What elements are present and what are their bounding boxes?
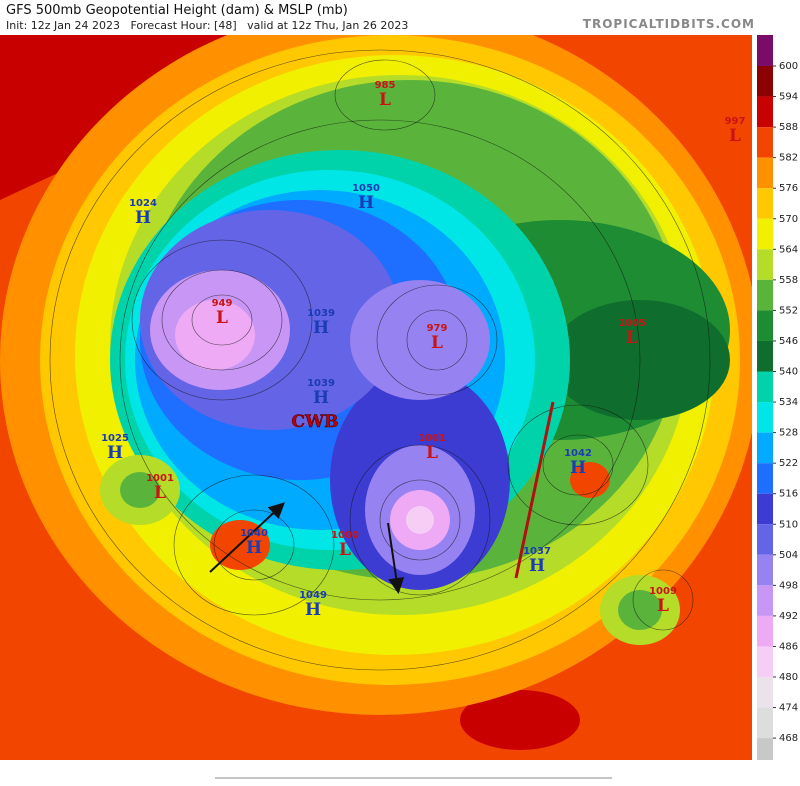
center-pressure: 1037 [523,546,551,557]
colorbar-band [757,615,773,647]
title: GFS 500mb Geopotential Height (dam) & MS… [6,3,348,18]
center-pressure: 1000 [331,530,359,541]
colorbar-band [757,35,773,66]
center-pressure: 1001 [418,433,446,444]
colorbar-band [757,432,773,464]
center-type: H [135,208,151,228]
colorbar-band [757,402,773,433]
center-type: L [154,483,166,503]
colorbar-band [757,96,773,128]
center-pressure: 1040 [240,528,268,539]
colorbar-band [757,585,773,616]
colorbar-band [757,524,773,555]
annotation: CWB [292,412,339,432]
center-type: H [107,443,123,463]
colorbar-band [757,157,773,189]
colorbar-band [757,279,773,311]
center-type: L [379,90,391,110]
colorbar-label: 594 [779,92,798,103]
center-type: L [339,540,351,560]
colorbar-label: 474 [779,703,798,714]
colorbar-band [757,188,773,219]
center-type: L [426,443,438,463]
colorbar-label: 480 [779,672,798,683]
colorbar-label: 504 [779,550,798,561]
colorbar-label: 540 [779,367,798,378]
colorbar-band [757,493,773,525]
center-type: H [305,600,321,620]
colorbar-label: 528 [779,428,798,439]
center-type: L [729,126,741,146]
center-type: H [358,193,374,213]
colorbar-band [757,340,773,372]
center-pressure: 997 [725,116,746,127]
center-pressure: 1042 [564,448,592,459]
center-pressure: 1025 [101,433,129,444]
center-type: H [313,318,329,338]
center-pressure: 1001 [146,473,174,484]
center-type: L [431,333,443,353]
field [0,35,752,760]
colorbar-label: 552 [779,305,798,316]
center-pressure: 1050 [352,183,380,194]
colorbar-label: 534 [779,397,798,408]
center-pressure: 985 [375,80,396,91]
colorbar-band [757,127,773,158]
colorbar-band [757,646,773,677]
colorbar-band [757,463,773,494]
colorbar-label: 564 [779,244,798,255]
source: TROPICALTIDBITS.COM [583,17,755,31]
colorbar-label: 588 [779,122,798,133]
colorbar-label: 492 [779,611,798,622]
colorbar-label: 516 [779,489,798,500]
colorbar-label: 522 [779,458,798,469]
subtitle: Init: 12z Jan 24 2023 Forecast Hour: [48… [6,19,408,32]
center-pressure: 1039 [307,378,335,389]
center-pressure: 979 [427,323,448,334]
colorbar-band [757,310,773,341]
colorbar-band [757,218,773,250]
colorbar-label: 546 [779,336,798,347]
center-type: H [246,538,262,558]
colorbar-label: 498 [779,580,798,591]
center-type: L [657,596,669,616]
center-type: H [313,388,329,408]
colorbar-band [757,677,773,708]
colorbar-band [757,738,773,760]
colorbar-band [757,707,773,739]
center-type: L [626,328,638,348]
center-type: H [529,556,545,576]
center-pressure: 949 [212,298,233,309]
colorbar-band [757,249,773,280]
colorbar-band [757,66,773,97]
colorbar-label: 510 [779,519,798,530]
center-pressure: 1005 [618,318,646,329]
center-type: H [570,458,586,478]
colorbar-band [757,371,773,403]
colorbar-band [757,554,773,586]
colorbar-label: 570 [779,214,798,225]
colorbar-label: 486 [779,641,798,652]
center-pressure: 1024 [129,198,157,209]
colorbar-label: 558 [779,275,798,286]
colorbar-label: 576 [779,183,798,194]
center-pressure: 1009 [649,586,677,597]
center-pressure: 1049 [299,590,327,601]
colorbar-label: 600 [779,61,798,72]
center-pressure: 1039 [307,308,335,319]
center-type: L [216,308,228,328]
colorbar-label: 582 [779,153,798,164]
colorbar-label: 468 [779,733,798,744]
